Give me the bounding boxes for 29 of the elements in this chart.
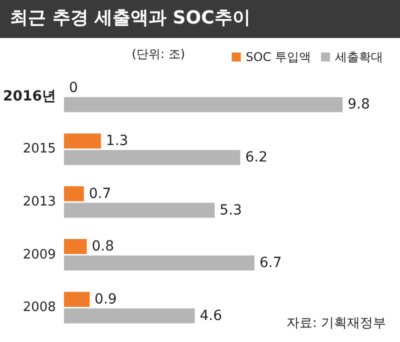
data-label: 6.2 xyxy=(245,149,268,166)
bar xyxy=(64,292,90,307)
bar xyxy=(64,97,343,112)
bar xyxy=(64,308,195,324)
bar xyxy=(64,256,254,271)
data-label: 6.7 xyxy=(259,255,282,272)
y-tick-label: 2009 xyxy=(22,247,56,262)
chart-title: 최근 추경 세출액과 SOC추이 xyxy=(10,8,250,28)
data-label: 0.9 xyxy=(94,291,117,308)
data-label: 1.3 xyxy=(106,132,128,149)
bar xyxy=(64,150,240,165)
legend-label: SOC 투입액 xyxy=(246,50,312,64)
y-tick-label: 2008 xyxy=(22,300,56,316)
data-label: 4.6 xyxy=(200,308,222,324)
legend-label: 세출확대 xyxy=(335,50,383,64)
data-label: 0.7 xyxy=(88,186,112,202)
data-label: 5.3 xyxy=(220,202,242,218)
bar xyxy=(64,202,215,218)
data-label: 9.8 xyxy=(348,96,370,113)
y-tick-label: 2015 xyxy=(22,142,56,157)
bar xyxy=(64,133,101,148)
annotation: 자료: 기획재정부 xyxy=(286,316,386,331)
bar xyxy=(64,186,84,202)
bar xyxy=(64,239,87,254)
y-tick-label: 2016년 xyxy=(2,88,56,104)
data-label: 0 xyxy=(68,80,78,96)
data-label: 0.8 xyxy=(92,238,114,255)
y-tick-label: 2013 xyxy=(22,194,56,210)
text: (단위: 조) xyxy=(132,47,186,61)
